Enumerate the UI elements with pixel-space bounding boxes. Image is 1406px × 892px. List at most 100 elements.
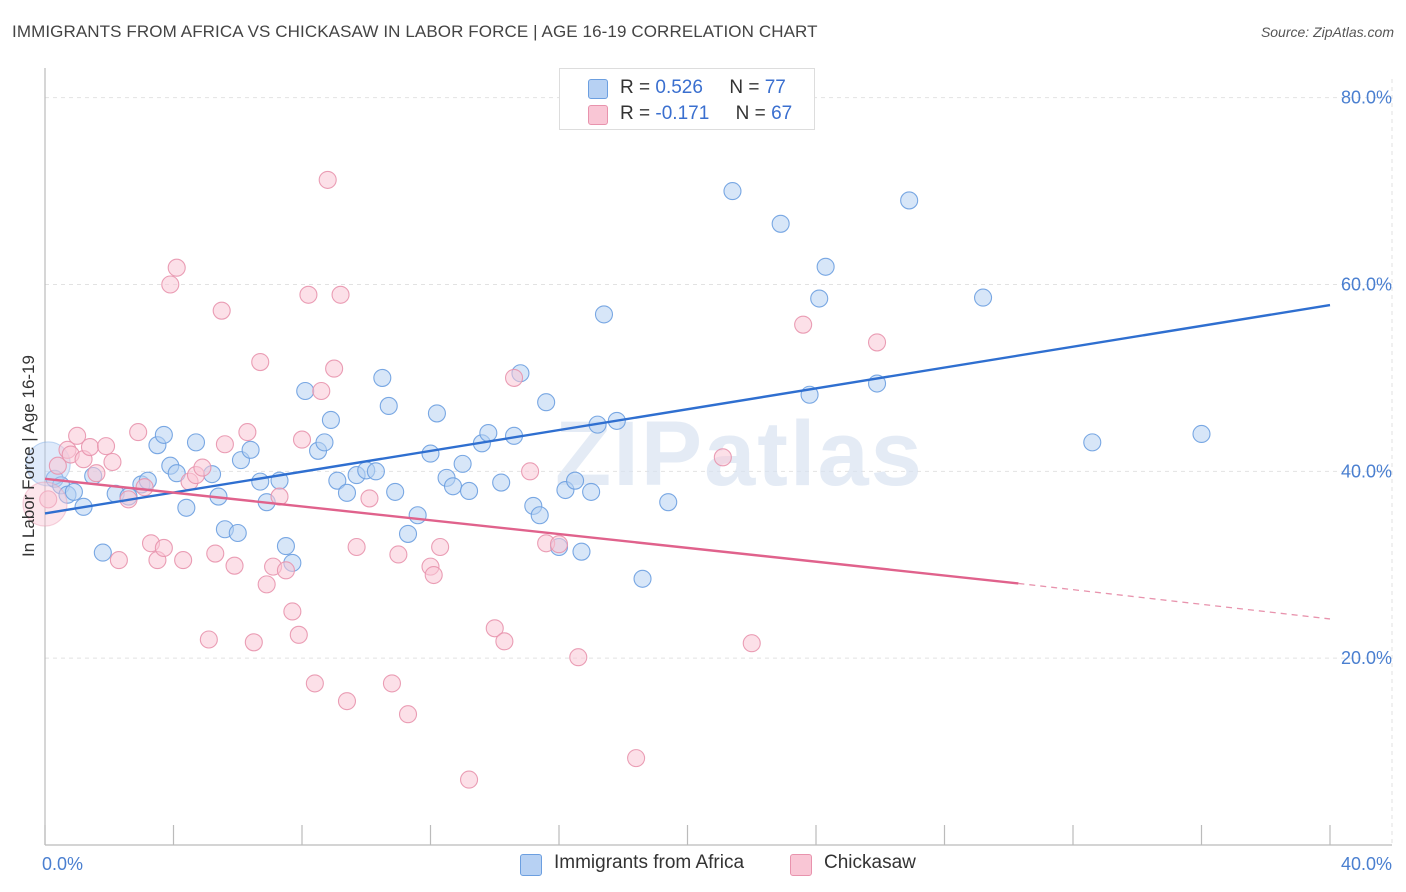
data-point-immigrants [276,537,295,556]
data-point-chickasaw [257,575,276,594]
trend-line-chickasaw [44,477,1019,585]
data-point-immigrants [379,396,398,416]
data-point-chickasaw [867,333,887,352]
y-tick-label: 80.0% [1341,88,1392,108]
data-point-chickasaw [87,464,106,483]
data-point-chickasaw [80,438,100,457]
data-point-chickasaw [215,435,234,454]
data-point-chickasaw [199,630,218,649]
data-point-immigrants [537,393,556,412]
data-point-chickasaw [238,423,257,442]
data-point-immigrants [154,425,173,444]
data-point-immigrants [167,464,186,483]
legend-swatch-chickasaw [790,854,812,876]
data-point-chickasaw [627,749,646,768]
data-point-chickasaw [174,551,193,570]
data-point-immigrants [771,214,790,233]
data-point-chickasaw [742,634,761,653]
series-immigrants-points [25,182,1211,588]
data-point-chickasaw [68,426,87,445]
data-point-immigrants [228,523,247,543]
data-point-chickasaw [331,285,350,304]
data-point-immigrants [633,569,652,588]
data-point-chickasaw [794,315,813,334]
data-point-chickasaw [382,674,402,693]
series-chickasaw-points [22,170,887,789]
data-point-immigrants [177,498,196,517]
legend-swatch-immigrants [520,854,542,876]
data-point-chickasaw [154,538,173,557]
legend-n-value: 77 [764,77,786,98]
legend-r-label: R = [620,103,651,124]
legend-swatch-immigrants [588,79,608,99]
data-point-chickasaw [161,275,180,294]
legend-r-value: -0.171 [655,103,710,124]
data-point-immigrants [251,472,270,491]
data-point-immigrants [296,381,315,401]
grid-lines [45,79,1393,845]
data-point-chickasaw [167,258,186,277]
axes [44,68,1392,846]
data-point-immigrants [582,482,601,501]
tick-labels: 20.0% 40.0% 60.0% 80.0% 0.0% 40.0% [42,88,1392,874]
data-point-chickasaw [337,692,357,711]
data-point-chickasaw [569,648,588,667]
chart-title: IMMIGRANTS FROM AFRICA VS CHICKASAW IN L… [12,22,818,41]
data-point-chickasaw [48,456,67,475]
data-point-chickasaw [135,478,154,497]
legend-swatch-chickasaw [588,105,608,125]
data-point-immigrants [1192,424,1211,444]
data-point-immigrants [810,289,829,308]
data-point-chickasaw [521,462,540,481]
data-point-immigrants [398,524,418,543]
data-point-chickasaw [504,368,524,387]
data-point-immigrants [186,433,206,452]
data-point-chickasaw [431,537,450,557]
data-point-immigrants [373,368,392,387]
data-point-immigrants [459,481,479,501]
data-point-chickasaw [299,285,318,304]
data-point-chickasaw [318,170,337,189]
data-point-immigrants [408,506,427,525]
legend-r-label: R = [620,77,651,98]
data-point-immigrants [572,542,591,561]
data-point-immigrants [64,482,83,501]
y-axis-label: In Labor Force | Age 16-19 [19,355,38,557]
data-point-immigrants [723,182,742,201]
data-point-immigrants [594,305,614,324]
data-point-chickasaw [225,556,244,575]
data-point-immigrants [366,462,385,481]
data-point-immigrants [93,543,112,562]
data-point-immigrants [427,404,446,423]
data-point-immigrants [315,433,334,452]
data-point-immigrants [1083,433,1102,452]
data-point-chickasaw [347,537,366,557]
data-point-chickasaw [212,301,231,320]
legend-n-label: N = [735,103,766,124]
data-point-chickasaw [244,633,263,652]
data-point-chickasaw [389,545,408,564]
data-point-immigrants [443,477,463,496]
legend-label-immigrants: Immigrants from Africa [554,852,745,873]
data-point-chickasaw [283,602,302,621]
data-point-immigrants [900,191,919,210]
trend-line-chickasaw-extension [1018,582,1331,620]
legend-n-value: 67 [771,103,793,124]
data-point-chickasaw [325,359,344,378]
data-point-chickasaw [103,452,122,472]
data-point-immigrants [566,471,585,490]
data-point-chickasaw [312,381,331,401]
data-point-chickasaw [495,632,514,651]
data-point-chickasaw [193,458,212,477]
data-point-immigrants [453,454,472,473]
data-point-immigrants [421,444,440,463]
data-point-chickasaw [305,674,324,693]
data-point-immigrants [321,410,340,430]
data-point-immigrants [479,423,498,443]
x-tick-label: 40.0% [1341,854,1392,874]
x-tick-label: 0.0% [42,854,83,874]
data-point-immigrants [530,506,549,525]
data-point-immigrants [973,288,993,307]
trend-line-immigrants [44,303,1331,515]
